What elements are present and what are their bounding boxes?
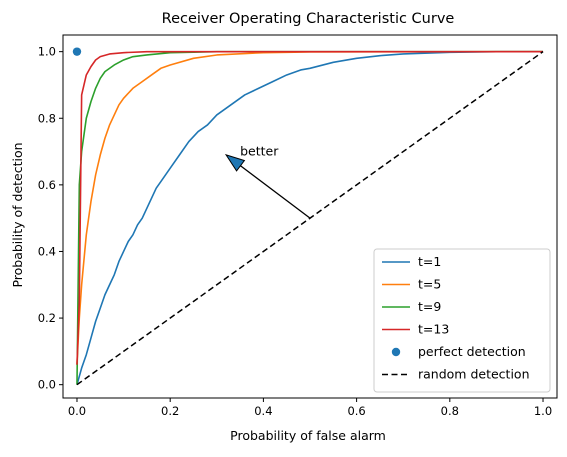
- x-tick-label: 1.0: [534, 404, 552, 418]
- legend-label: t=13: [418, 322, 449, 337]
- legend-label: t=5: [418, 277, 441, 292]
- series-line-t-9: [76, 50, 544, 385]
- series-line-t-5: [76, 50, 544, 365]
- y-axis-label: Probability of detection: [10, 142, 25, 287]
- scatter-point-perfect-detection: [72, 47, 82, 56]
- legend-box: [373, 248, 551, 393]
- plot-frame: [62, 34, 558, 399]
- series-line-t-13: [76, 50, 544, 365]
- x-tick-label: 0.2: [161, 404, 179, 418]
- y-tick-label: 0.2: [38, 311, 56, 325]
- y-tick-label: 0.8: [38, 111, 56, 125]
- y-tick-label: 0.0: [38, 378, 56, 392]
- x-tick-label: 0.6: [347, 404, 365, 418]
- y-tick-label: 0.4: [38, 244, 56, 258]
- legend-marker: [391, 347, 401, 357]
- x-axis-label: Probability of false alarm: [230, 428, 386, 443]
- x-tick-label: 0.0: [68, 404, 86, 418]
- legend-label: t=9: [418, 299, 441, 314]
- legend: t=1 t=5 t=9 t=13 perfect detection random det…: [373, 248, 551, 393]
- x-tick-label: 0.8: [441, 404, 459, 418]
- axis-ticks: 0.0 0.2 0.4 0.6 0.8 1.0 0.0 0.2 0.4 0.6 0.8 1.0: [38, 45, 552, 418]
- annotation: better: [224, 144, 311, 219]
- legend-label: perfect detection: [418, 344, 526, 359]
- annotation-text: better: [240, 144, 279, 159]
- legend-label: random detection: [418, 367, 530, 382]
- legend-label: t=1: [418, 254, 441, 269]
- y-tick-label: 0.6: [38, 178, 56, 192]
- annotation-arrow-shaft: [240, 165, 311, 219]
- chart-title: Receiver Operating Characteristic Curve: [162, 11, 455, 27]
- x-tick-label: 0.4: [254, 404, 272, 418]
- y-tick-label: 1.0: [38, 45, 56, 59]
- annotation-arrow-head: [224, 154, 246, 172]
- series-line-t-1: [76, 50, 544, 385]
